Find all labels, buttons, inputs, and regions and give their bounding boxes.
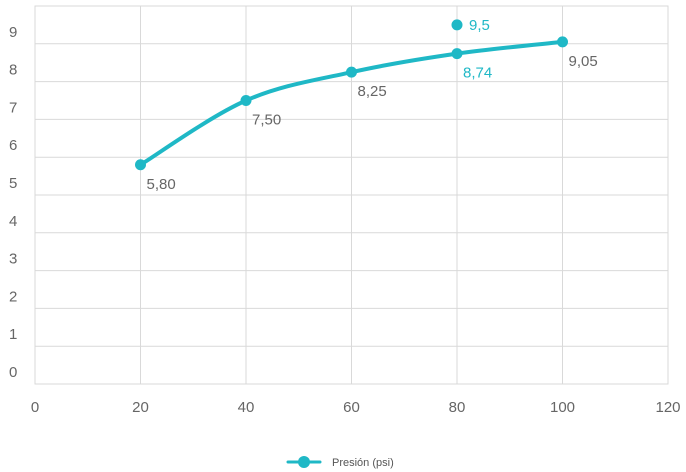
data-label: 8,25 bbox=[358, 83, 387, 100]
series-presion bbox=[135, 19, 568, 171]
y-tick-label: 0 bbox=[9, 364, 17, 381]
data-label: 9,05 bbox=[569, 53, 598, 70]
y-tick-label: 1 bbox=[9, 326, 17, 343]
extra-data-point bbox=[451, 19, 463, 31]
data-point bbox=[135, 159, 146, 171]
x-tick-label: 120 bbox=[655, 399, 680, 416]
y-tick-label: 6 bbox=[9, 137, 17, 154]
legend: Presión (psi) bbox=[286, 456, 394, 469]
data-label: 8,74 bbox=[463, 65, 492, 82]
y-axis-ticks: 0 1 2 3 4 5 6 7 8 9 bbox=[9, 24, 17, 381]
y-tick-label: 2 bbox=[9, 288, 17, 305]
y-tick-label: 3 bbox=[9, 251, 17, 268]
x-tick-label: 60 bbox=[343, 399, 360, 416]
x-axis-ticks: 0 20 40 60 80 100 120 bbox=[31, 399, 681, 416]
extra-data-label: 9,5 bbox=[469, 17, 490, 34]
data-label: 7,50 bbox=[252, 112, 281, 129]
y-tick-label: 9 bbox=[9, 24, 17, 41]
y-tick-label: 8 bbox=[9, 62, 17, 79]
data-point bbox=[557, 36, 568, 48]
data-point bbox=[240, 95, 252, 106]
x-tick-label: 40 bbox=[238, 399, 255, 416]
legend-label: Presión (psi) bbox=[332, 457, 394, 469]
x-tick-label: 80 bbox=[449, 399, 466, 416]
data-labels: 5,80 7,50 8,25 8,74 9,05 9,5 bbox=[147, 17, 598, 193]
x-tick-label: 0 bbox=[31, 399, 39, 416]
x-tick-label: 20 bbox=[132, 399, 149, 416]
data-label: 5,80 bbox=[147, 176, 176, 193]
y-tick-label: 7 bbox=[9, 99, 17, 116]
y-tick-label: 5 bbox=[9, 175, 17, 192]
y-tick-label: 4 bbox=[9, 213, 17, 230]
legend-series-marker bbox=[298, 456, 310, 468]
x-tick-label: 100 bbox=[550, 399, 575, 416]
data-point bbox=[346, 66, 357, 78]
data-point bbox=[451, 48, 463, 60]
